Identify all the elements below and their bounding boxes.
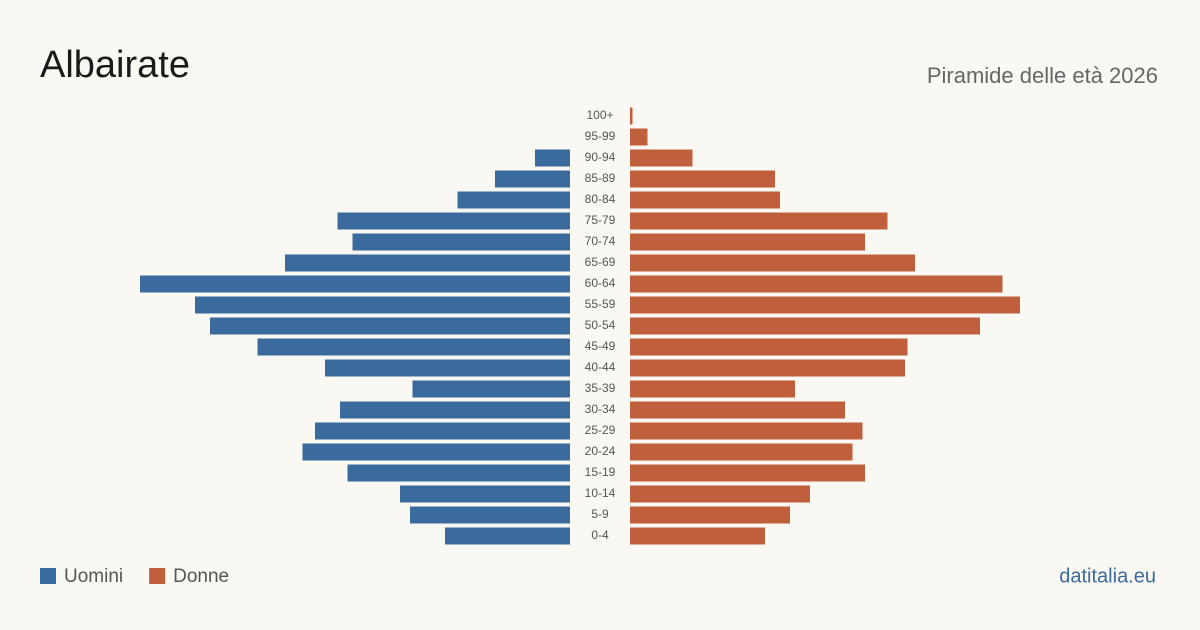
age-label: 70-74 [585, 234, 616, 248]
age-label: 50-54 [585, 318, 616, 332]
legend-label: Uomini [64, 566, 123, 587]
bar [630, 212, 888, 230]
bar [630, 338, 908, 356]
age-label: 85-89 [585, 171, 616, 185]
bar [630, 485, 810, 503]
bar [630, 506, 790, 524]
age-label: 40-44 [585, 360, 616, 374]
bar [340, 401, 570, 419]
bar [630, 107, 633, 125]
age-label: 95-99 [585, 129, 616, 143]
bar [630, 128, 648, 146]
bar [630, 233, 865, 251]
age-label: 100+ [586, 108, 613, 122]
bar [325, 359, 570, 377]
bar [630, 359, 905, 377]
chart-subtitle: Piramide delle età 2026 [927, 63, 1158, 88]
bar [302, 443, 570, 461]
bar [495, 170, 570, 188]
bar [630, 380, 795, 398]
bar [210, 317, 570, 335]
bar [337, 212, 570, 230]
bar [285, 254, 570, 272]
bar [630, 464, 865, 482]
bar [257, 338, 570, 356]
bar [630, 149, 693, 167]
age-label: 90-94 [585, 150, 616, 164]
source: datitalia.eu [1059, 565, 1156, 587]
bar [445, 527, 570, 545]
age-label: 10-14 [585, 486, 616, 500]
legend-swatch [40, 568, 56, 584]
age-label: 15-19 [585, 465, 616, 479]
bar [630, 191, 780, 209]
legend-label: Donne [173, 566, 229, 587]
age-label: 80-84 [585, 192, 616, 206]
age-label: 60-64 [585, 276, 616, 290]
age-label: 20-24 [585, 444, 616, 458]
bar [140, 275, 570, 293]
age-label: 30-34 [585, 402, 616, 416]
bar [412, 380, 570, 398]
age-label: 65-69 [585, 255, 616, 269]
bar [457, 191, 570, 209]
age-label: 0-4 [591, 528, 609, 542]
bar [630, 317, 980, 335]
age-label: 55-59 [585, 297, 616, 311]
bar [400, 485, 570, 503]
age-label: 5-9 [591, 507, 609, 521]
bar [630, 401, 845, 419]
legend-swatch [149, 568, 166, 584]
bar [630, 170, 775, 188]
bar [630, 527, 765, 545]
bar [630, 275, 1003, 293]
age-label: 35-39 [585, 381, 616, 395]
bar [630, 254, 915, 272]
age-label: 25-29 [585, 423, 616, 437]
chart-title: Albairate [40, 44, 190, 86]
bar [630, 443, 853, 461]
age-label: 45-49 [585, 339, 616, 353]
age-label: 75-79 [585, 213, 616, 227]
bar [195, 296, 570, 314]
bar [352, 233, 570, 251]
bar [630, 422, 863, 440]
bar [630, 296, 1020, 314]
bar [410, 506, 570, 524]
bar [315, 422, 570, 440]
bar [535, 149, 570, 167]
bar [347, 464, 570, 482]
